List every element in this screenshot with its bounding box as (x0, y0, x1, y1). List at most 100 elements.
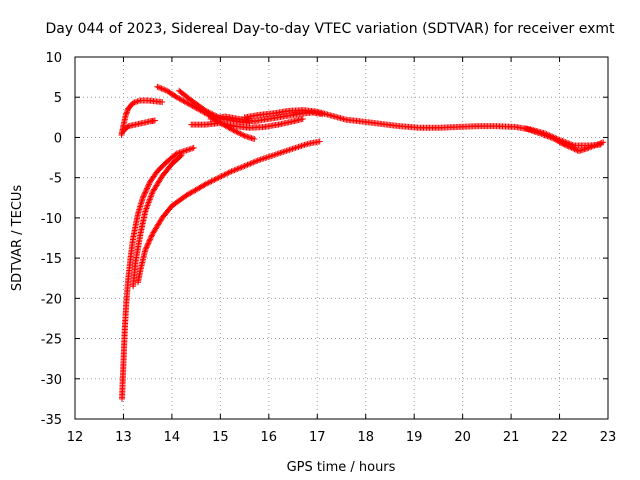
data-point (236, 130, 243, 137)
data-point (243, 162, 250, 169)
data-point (265, 153, 272, 160)
data-point (141, 192, 148, 199)
data-point (565, 143, 572, 150)
y-tick-label: 5 (54, 91, 62, 106)
y-tick-label: -30 (41, 373, 62, 388)
data-point (205, 109, 212, 116)
data-point (159, 86, 166, 93)
x-tick-label: 12 (67, 430, 84, 445)
data-point (142, 188, 149, 195)
data-point (177, 153, 184, 160)
data-point (147, 193, 154, 200)
data-point (233, 128, 240, 135)
series-arc-10 (241, 107, 604, 149)
data-point (184, 100, 191, 107)
data-point (222, 171, 229, 178)
data-point (212, 176, 219, 183)
data-point (211, 176, 218, 183)
data-point (202, 181, 209, 188)
data-point (147, 236, 154, 243)
data-point (142, 245, 149, 252)
series-arc-2 (120, 117, 158, 135)
data-point (161, 86, 168, 93)
data-point (300, 142, 307, 149)
data-point (180, 97, 187, 104)
y-tick-label: -10 (41, 212, 62, 227)
data-point (544, 133, 551, 140)
data-point (281, 148, 288, 155)
data-point (215, 174, 222, 181)
data-point (144, 241, 151, 248)
data-point (219, 172, 226, 179)
data-point (204, 108, 211, 115)
data-point (568, 144, 575, 151)
data-point (143, 186, 150, 193)
chart-title: Day 044 of 2023, Sidereal Day-to-day VTE… (46, 21, 616, 37)
data-point (570, 145, 577, 152)
data-point (287, 146, 294, 153)
data-point (266, 153, 273, 160)
data-point (240, 163, 247, 170)
data-point (148, 232, 155, 239)
data-point (284, 147, 291, 154)
data-point (277, 149, 284, 156)
data-point (208, 110, 215, 117)
tick-labels: 12 13 14 15 16 17 18 19 20 21 22 23 10 5 0 -5 -10 -15 -20 -… (41, 51, 617, 445)
x-tick-label: 21 (503, 430, 520, 445)
data-point (275, 150, 282, 157)
data-point (181, 98, 188, 105)
data-marks (118, 83, 607, 402)
data-point (540, 131, 547, 138)
data-point (185, 100, 192, 107)
data-point (179, 97, 186, 104)
data-point (245, 161, 252, 168)
data-point (148, 233, 155, 240)
y-tick-label: -15 (41, 252, 62, 267)
data-point (145, 199, 152, 206)
y-tick-label: 0 (54, 131, 62, 146)
data-point (145, 240, 152, 247)
data-point (146, 237, 153, 244)
data-point (589, 143, 596, 150)
data-point (244, 161, 251, 168)
data-point (274, 150, 281, 157)
data-point (541, 132, 548, 139)
data-point (293, 144, 300, 151)
data-point (234, 129, 241, 136)
data-point (140, 193, 147, 200)
data-point (183, 99, 190, 106)
x-axis-label: GPS time / hours (287, 460, 396, 475)
data-point (301, 141, 308, 148)
data-point (235, 165, 242, 172)
data-point (206, 109, 213, 116)
data-point (316, 138, 323, 145)
data-point (237, 164, 244, 171)
data-point (263, 154, 270, 161)
x-tick-label: 20 (454, 430, 471, 445)
data-point (143, 203, 150, 210)
data-point (598, 139, 605, 146)
data-point (278, 149, 285, 156)
data-point (251, 136, 258, 143)
plot-frame (74, 56, 609, 420)
data-point (178, 152, 185, 159)
data-point (594, 141, 601, 148)
data-point (573, 146, 580, 153)
series-arc-3 (119, 144, 197, 402)
data-point (560, 140, 567, 147)
data-point (292, 144, 299, 151)
data-point (148, 192, 155, 199)
data-point (144, 243, 151, 250)
data-point (247, 160, 254, 167)
data-point (147, 235, 154, 241)
x-tick-label: 18 (357, 430, 374, 445)
data-point (234, 166, 241, 173)
data-point (262, 154, 269, 161)
data-point (142, 189, 149, 196)
data-point (144, 202, 151, 209)
data-point (201, 181, 208, 188)
data-point (209, 177, 216, 184)
data-point (587, 144, 594, 151)
data-point (146, 198, 153, 205)
x-tick-label: 23 (600, 430, 617, 445)
